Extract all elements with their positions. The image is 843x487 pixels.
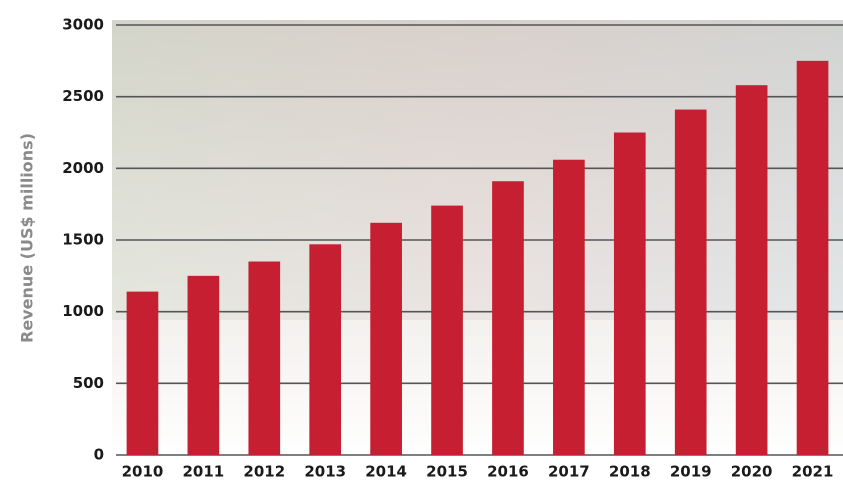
bar (797, 61, 829, 455)
bar (492, 181, 524, 455)
bar (675, 110, 707, 455)
y-axis-label: Revenue (US$ millions) (18, 133, 37, 343)
x-tick-label: 2021 (792, 463, 834, 481)
page: {"chart_data": {"type": "bar", "y_label"… (0, 0, 843, 487)
x-tick-label: 2012 (243, 463, 285, 481)
y-tick-label: 500 (73, 374, 104, 392)
bar (370, 223, 402, 455)
bar (736, 85, 768, 455)
y-tick-label: 3000 (62, 16, 104, 34)
y-tick-label: 1000 (62, 302, 104, 320)
x-tick-label: 2017 (548, 463, 590, 481)
bar (127, 292, 159, 455)
bar (614, 133, 646, 456)
y-tick-label: 0 (94, 446, 104, 464)
bar (248, 262, 280, 456)
bar (188, 276, 220, 455)
y-tick-label: 1500 (62, 231, 104, 249)
y-tick-label: 2500 (62, 87, 104, 105)
bar (431, 206, 463, 455)
x-tick-label: 2014 (365, 463, 407, 481)
x-tick-label: 2020 (731, 463, 773, 481)
x-tick-label: 2015 (426, 463, 468, 481)
x-tick-label: 2019 (670, 463, 712, 481)
x-tick-label: 2018 (609, 463, 651, 481)
x-tick-label: 2010 (122, 463, 164, 481)
chart: Revenue (US$ millions) 0 500 1000 1500 2000 2… (0, 0, 843, 487)
x-tick-label: 2016 (487, 463, 529, 481)
x-tick-label: 2013 (304, 463, 346, 481)
y-tick-label: 2000 (62, 159, 104, 177)
bar (553, 160, 585, 455)
background-tint (112, 20, 843, 320)
x-tick-label: 2011 (183, 463, 225, 481)
bar (309, 244, 341, 455)
